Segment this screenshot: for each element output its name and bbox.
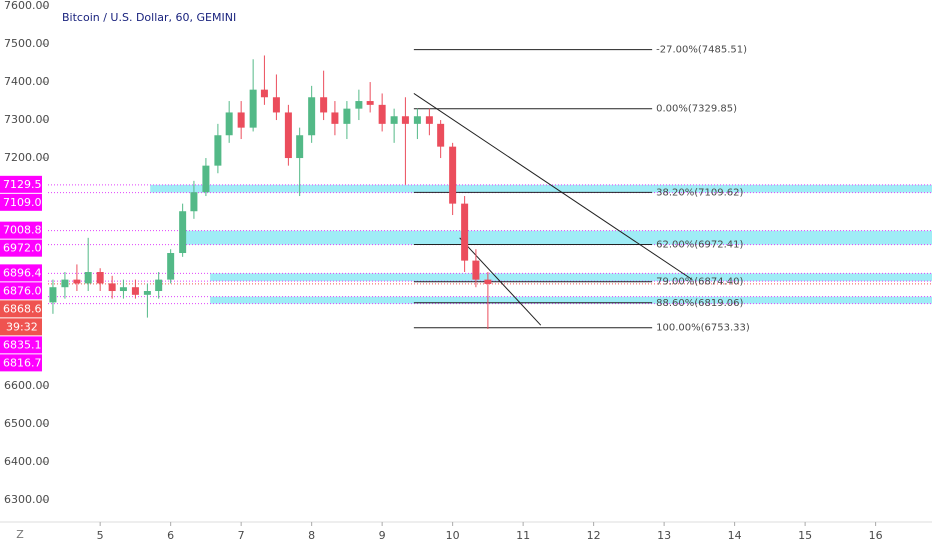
y-tick-label: 6400.00 xyxy=(4,455,50,468)
candle-body xyxy=(343,108,351,124)
candle-body xyxy=(73,279,81,284)
x-tick-label: 10 xyxy=(446,529,460,542)
candle-body xyxy=(84,272,92,284)
candle-body xyxy=(331,112,339,124)
candle-body xyxy=(167,253,175,280)
candle-body xyxy=(49,287,57,303)
zone xyxy=(179,230,932,245)
price-label-box xyxy=(0,175,42,193)
candle-body xyxy=(225,112,233,136)
price-label-box xyxy=(0,264,42,282)
candle-body xyxy=(425,116,433,124)
candle-body xyxy=(437,123,445,147)
x-tick-label: 13 xyxy=(657,529,671,542)
fib-label: -27.00%(7485.51) xyxy=(656,45,747,56)
price-label: 6816.71 xyxy=(3,356,49,369)
x-tick-label: 9 xyxy=(379,529,386,542)
price-label-box xyxy=(0,239,42,257)
candle-body xyxy=(308,97,316,136)
price-label: 7008.88 xyxy=(3,224,49,237)
price-label: 6896.44 xyxy=(3,266,49,279)
price-label-box xyxy=(0,336,42,354)
price-label: 6835.11 xyxy=(3,338,49,351)
candle-body xyxy=(190,192,198,212)
candle-body xyxy=(461,203,469,261)
fib-label: 79.00%(6874.40) xyxy=(656,277,743,288)
zone xyxy=(210,296,932,304)
x-tick-label: 14 xyxy=(728,529,742,542)
y-tick-label: 7200.00 xyxy=(4,151,50,164)
candle-body xyxy=(108,283,116,292)
candle-body xyxy=(472,260,480,280)
candle-body xyxy=(449,146,457,204)
candle-body xyxy=(96,272,104,284)
x-tick-label: 6 xyxy=(167,529,174,542)
fib-label: 100.00%(6753.33) xyxy=(656,323,750,334)
y-tick-label: 7300.00 xyxy=(4,113,50,126)
candle-body xyxy=(249,89,257,128)
candle-body xyxy=(260,89,268,98)
candle-body xyxy=(401,116,409,124)
countdown-box xyxy=(0,318,42,336)
price-label: 6876.00 xyxy=(3,284,49,297)
x-tick-label: 16 xyxy=(869,529,883,542)
candle-body xyxy=(484,279,492,284)
trendline xyxy=(413,93,693,281)
y-tick-label: 6500.00 xyxy=(4,417,50,430)
y-tick-label: 6300.00 xyxy=(4,493,50,506)
price-label: 7109.06 xyxy=(3,196,49,209)
price-label: 6868.63 xyxy=(3,302,49,315)
fib-label: 0.00%(7329.85) xyxy=(656,104,737,115)
candle-body xyxy=(61,279,69,288)
candle-body xyxy=(320,97,328,113)
zone xyxy=(150,184,932,193)
candle-body xyxy=(296,135,304,159)
y-tick-label: 7600.00 xyxy=(4,0,50,12)
x-tick-label: 12 xyxy=(587,529,601,542)
price-label-box xyxy=(0,300,42,318)
trendline xyxy=(459,237,542,326)
candle-body xyxy=(214,135,222,166)
candle-body xyxy=(378,104,386,124)
fib-label: 38.20%(7109.62) xyxy=(656,187,743,198)
candle-body xyxy=(131,287,139,295)
candle-body xyxy=(272,97,280,113)
fib-label: 62.00%(6972.41) xyxy=(656,240,743,251)
candle-body xyxy=(179,211,187,254)
fib-label: 88.60%(6819.06) xyxy=(656,298,743,309)
candle-body xyxy=(284,112,292,159)
candle-body xyxy=(202,165,210,193)
y-tick-label: 6600.00 xyxy=(4,379,50,392)
x-tick-label: 8 xyxy=(308,529,315,542)
candle-body xyxy=(390,116,398,124)
chart-title: Bitcoin / U.S. Dollar, 60, GEMINI xyxy=(62,11,236,24)
x-tick-label: 15 xyxy=(798,529,812,542)
price-label: 6972.08 xyxy=(3,242,49,255)
candle-body xyxy=(143,291,151,295)
candle-body xyxy=(155,279,163,292)
price-label-box xyxy=(0,221,42,239)
x-tick-label: 7 xyxy=(238,529,245,542)
candle-body xyxy=(366,101,374,105)
x-tick-label: 11 xyxy=(516,529,530,542)
countdown: 39:32 xyxy=(6,320,38,333)
candle-body xyxy=(237,112,245,128)
price-label-box xyxy=(0,193,42,211)
zone xyxy=(210,273,932,282)
candle-body xyxy=(355,101,363,109)
price-label: 7129.50 xyxy=(3,178,49,191)
x-tick-label: 5 xyxy=(97,529,104,542)
candle-body xyxy=(413,116,421,124)
corner-button[interactable]: Z xyxy=(16,528,24,541)
price-label-box xyxy=(0,282,42,300)
y-tick-label: 7400.00 xyxy=(4,75,50,88)
y-tick-label: 7500.00 xyxy=(4,37,50,50)
price-label-box xyxy=(0,354,42,372)
candle-body xyxy=(119,287,127,292)
